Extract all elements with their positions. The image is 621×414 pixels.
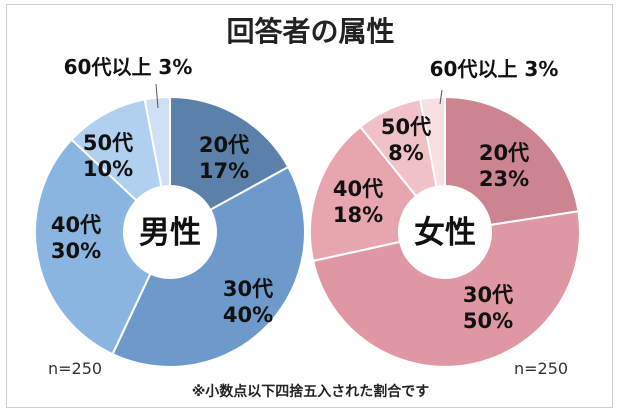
male-slice-1 [111, 165, 306, 368]
footnote: ※小数点以下四捨五入された割合です [191, 384, 430, 400]
male-label-1: 30代 40% [223, 277, 273, 327]
female-leader-line [439, 89, 443, 105]
female-center-label: 女性 [414, 215, 476, 251]
female-center-hole [398, 185, 492, 279]
male-slice-2 [34, 138, 172, 356]
female-slice-0 [444, 95, 580, 234]
male-sample-size: n=250 [48, 359, 103, 378]
male-label-0: 20代 17% [199, 133, 249, 183]
female-label-0: 20代 23% [479, 141, 529, 191]
chart-title: 回答者の属性 [226, 15, 395, 48]
male-leader-line [155, 83, 159, 109]
female-slice-1 [311, 210, 581, 368]
male-label-2: 40代 30% [51, 213, 101, 263]
female-label-3: 50代 8% [381, 115, 431, 165]
male-label-3: 50代 10% [83, 131, 133, 181]
female-label-1: 30代 50% [463, 283, 513, 333]
male-center-label: 男性 [139, 215, 201, 251]
female-sample-size: n=250 [514, 359, 569, 378]
male-center-hole [123, 185, 217, 279]
female-label-4: 60代以上 3% [430, 57, 559, 81]
male-label-4: 60代以上 3% [64, 55, 193, 79]
female-label-2: 40代 18% [333, 177, 383, 227]
